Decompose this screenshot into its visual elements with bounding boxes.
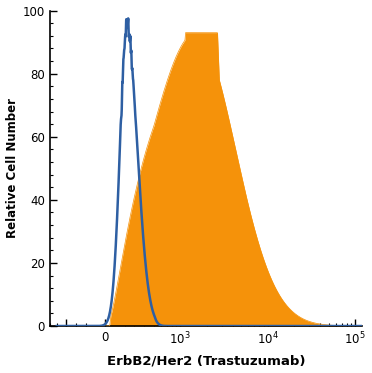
Y-axis label: Relative Cell Number: Relative Cell Number xyxy=(6,98,19,238)
X-axis label: ErbB2/Her2 (Trastuzumab): ErbB2/Her2 (Trastuzumab) xyxy=(107,354,305,367)
